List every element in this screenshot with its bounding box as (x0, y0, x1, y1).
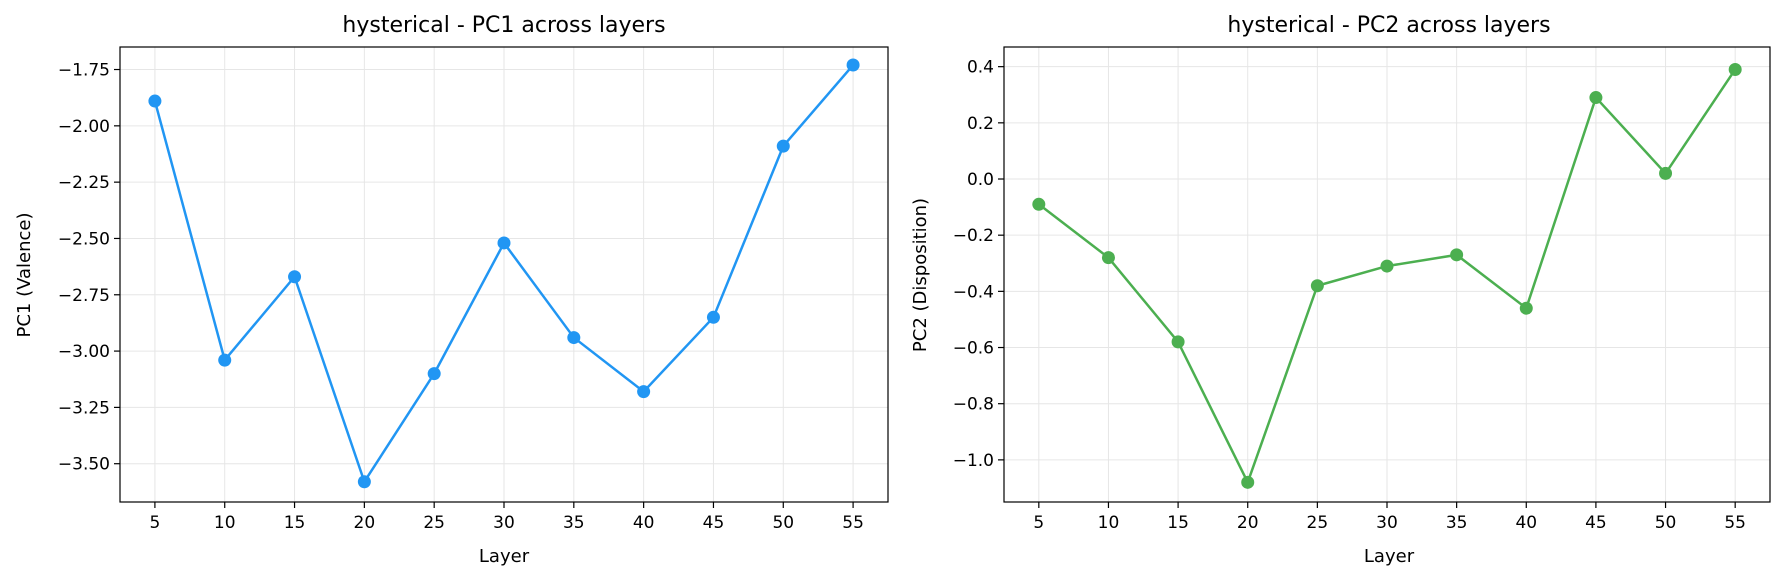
x-tick-label: 35 (1446, 513, 1468, 533)
x-tick-label: 20 (1237, 513, 1259, 533)
x-tick-label: 50 (1655, 513, 1677, 533)
data-point (846, 58, 860, 72)
data-point (1310, 279, 1324, 293)
x-tick-label: 10 (1098, 513, 1120, 533)
x-tick-label: 55 (1724, 513, 1746, 533)
x-tick-label: 20 (354, 513, 376, 533)
data-point (288, 270, 302, 284)
y-tick-label: −3.50 (58, 455, 110, 475)
data-point (1659, 166, 1673, 180)
data-point (1032, 197, 1046, 211)
ticks: 5 10 15 20 25 30 35 40 45 50 55 0.4 0.2 0.0 −0.2 −0.4 −0… (953, 58, 1746, 533)
y-tick-label: −3.00 (58, 342, 110, 362)
series (1032, 62, 1742, 489)
data-point (218, 353, 232, 367)
data-point (1380, 259, 1394, 273)
data-point (776, 139, 790, 153)
chart-title: hysterical - PC1 across layers (342, 13, 665, 38)
y-tick-label: −0.6 (953, 339, 994, 359)
x-tick-label: 45 (703, 513, 725, 533)
y-axis-label: PC1 (Valence) (14, 212, 35, 337)
y-tick-label: −1.75 (58, 61, 110, 81)
y-axis-label: PC2 (Disposition) (910, 198, 931, 352)
plot-frame (119, 46, 889, 503)
x-axis-label: Layer (1364, 546, 1415, 567)
data-point (148, 94, 162, 108)
data-point (1450, 248, 1464, 262)
x-tick-label: 45 (1585, 513, 1607, 533)
y-tick-label: −2.25 (58, 173, 110, 193)
x-tick-label: 5 (1033, 513, 1044, 533)
grid (120, 47, 888, 502)
x-tick-label: 15 (1167, 513, 1189, 533)
y-tick-label: −1.0 (953, 451, 994, 471)
x-tick-label: 25 (423, 513, 445, 533)
y-tick-label: −0.4 (953, 282, 994, 302)
y-tick-label: −2.75 (58, 286, 110, 306)
data-point (1241, 475, 1255, 489)
x-tick-label: 50 (772, 513, 794, 533)
y-tick-label: −3.25 (58, 398, 110, 418)
y-tick-label: −2.00 (58, 117, 110, 137)
y-tick-label: −2.50 (58, 229, 110, 249)
data-point (567, 331, 581, 345)
grid (1004, 47, 1770, 502)
x-tick-label: 30 (493, 513, 515, 533)
y-tick-label: 0.2 (967, 114, 994, 134)
data-point (1519, 301, 1533, 315)
plot-frame (1003, 46, 1771, 503)
data-point (1589, 91, 1603, 105)
x-tick-label: 5 (149, 513, 160, 533)
chart-pc1: hysterical - PC1 across layers Layer PC1… (14, 13, 889, 567)
data-point (706, 310, 720, 324)
data-point (427, 367, 441, 381)
y-tick-label: −0.2 (953, 226, 994, 246)
data-point (637, 385, 651, 399)
data-point (1728, 62, 1742, 76)
ticks: 5 10 15 20 25 30 35 40 45 50 55 −1.75 −2.00 −2.25 −2.5… (58, 61, 864, 533)
x-tick-label: 10 (214, 513, 236, 533)
chart-title: hysterical - PC2 across layers (1227, 13, 1550, 38)
x-tick-label: 30 (1376, 513, 1398, 533)
data-point (1101, 251, 1115, 265)
data-point (1171, 335, 1185, 349)
x-tick-label: 35 (563, 513, 585, 533)
x-tick-label: 55 (842, 513, 864, 533)
y-tick-label: 0.0 (967, 170, 994, 190)
x-axis-label: Layer (479, 546, 530, 567)
x-tick-label: 40 (1515, 513, 1537, 533)
x-tick-label: 25 (1307, 513, 1329, 533)
x-tick-label: 40 (633, 513, 655, 533)
series (148, 58, 860, 489)
y-tick-label: 0.4 (967, 58, 994, 78)
y-tick-label: −0.8 (953, 395, 994, 415)
data-point (497, 236, 511, 250)
chart-pc2: hysterical - PC2 across layers Layer PC2… (910, 13, 1771, 567)
x-tick-label: 15 (284, 513, 306, 533)
data-point (357, 475, 371, 489)
